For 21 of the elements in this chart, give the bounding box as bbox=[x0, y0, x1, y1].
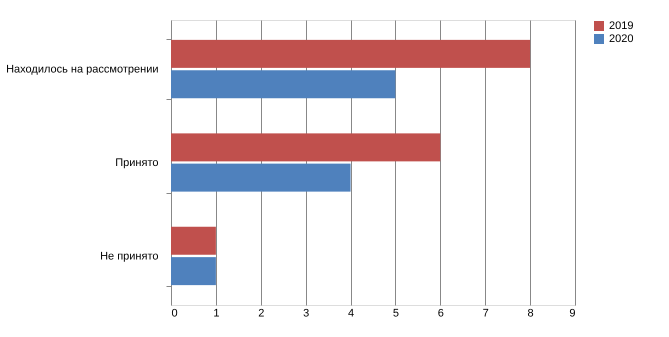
bar bbox=[171, 40, 530, 68]
x-tick-label: 1 bbox=[213, 308, 220, 320]
x-tick-label: 2 bbox=[258, 308, 264, 320]
x-tick-label: 9 bbox=[569, 308, 576, 320]
y-tick-label: Находилось на рассмотрении bbox=[6, 64, 158, 76]
x-tick-label: 4 bbox=[348, 308, 354, 320]
legend-label: 2019 bbox=[609, 20, 634, 32]
bar bbox=[171, 257, 216, 286]
x-tick-label: 7 bbox=[482, 308, 489, 320]
x-tick-label: 0 bbox=[172, 308, 178, 320]
bar bbox=[171, 164, 351, 192]
x-tick-label: 8 bbox=[528, 308, 534, 320]
bar bbox=[171, 133, 440, 162]
y-tick-label: Не принято bbox=[100, 250, 158, 262]
bar bbox=[171, 226, 216, 255]
x-tick-label: 5 bbox=[392, 308, 400, 320]
x-tick-label: 3 bbox=[303, 308, 310, 320]
y-tick-label: Принято bbox=[115, 157, 158, 169]
legend-label: 2020 bbox=[609, 33, 634, 45]
bar bbox=[171, 70, 396, 98]
x-tick-label: 6 bbox=[438, 308, 444, 320]
